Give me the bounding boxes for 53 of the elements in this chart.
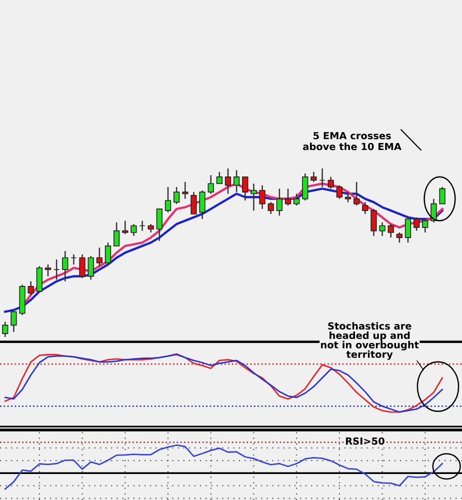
candlestick: [379, 222, 386, 236]
candlestick: [104, 242, 112, 266]
candlestick: [139, 220, 146, 232]
candlestick: [439, 186, 446, 204]
candlestick: [242, 176, 248, 202]
candlestick: [293, 193, 300, 206]
candlestick: [62, 250, 68, 282]
candlestick: [96, 247, 103, 267]
candlestick: [130, 223, 137, 236]
candlestick: [10, 311, 17, 333]
candlestick: [156, 208, 163, 242]
candlestick: [404, 216, 412, 244]
candlestick: [113, 222, 120, 247]
candlestick: [328, 176, 334, 190]
candlestick: [190, 191, 197, 215]
candlestick: [362, 202, 368, 215]
candlestick: [88, 255, 94, 280]
candlestick: [250, 183, 257, 212]
candlestick: [164, 186, 172, 213]
text: 5 EMA crosses above the 10 EMA: [303, 132, 402, 150]
candlestick: [276, 188, 283, 216]
candlestick: [28, 280, 34, 296]
candlestick: [336, 184, 343, 200]
candlestick: [233, 170, 240, 193]
candlestick: [44, 264, 52, 277]
candlestick: [208, 174, 214, 194]
candlestick: [70, 254, 77, 266]
candlestick: [302, 172, 308, 202]
candlestick: [2, 321, 8, 338]
candlestick: [430, 198, 437, 224]
candlestick: [122, 220, 128, 235]
annotation: Stochastics are headed up and not in overbought territory: [321, 322, 419, 360]
candlestick: [353, 181, 360, 206]
candlestick: [199, 190, 206, 220]
text: RSI>50: [346, 437, 384, 445]
candlestick: [53, 258, 60, 280]
candlestick: [36, 266, 43, 292]
candlestick: [413, 216, 420, 232]
candlestick: [268, 202, 274, 215]
candlestick: [79, 254, 86, 279]
candlestick: [182, 181, 188, 200]
candlestick: [259, 184, 266, 210]
candlestick: [396, 232, 403, 244]
candlestick: [284, 188, 292, 206]
candlestick: [224, 168, 232, 194]
candlestick: [388, 223, 394, 238]
candlestick: [422, 218, 428, 234]
candlestick: [173, 186, 180, 204]
candlestick: [319, 168, 326, 188]
candlestick: [310, 171, 317, 183]
candlestick: [344, 191, 352, 203]
candlestick: [216, 171, 223, 184]
candlestick: [370, 208, 377, 236]
